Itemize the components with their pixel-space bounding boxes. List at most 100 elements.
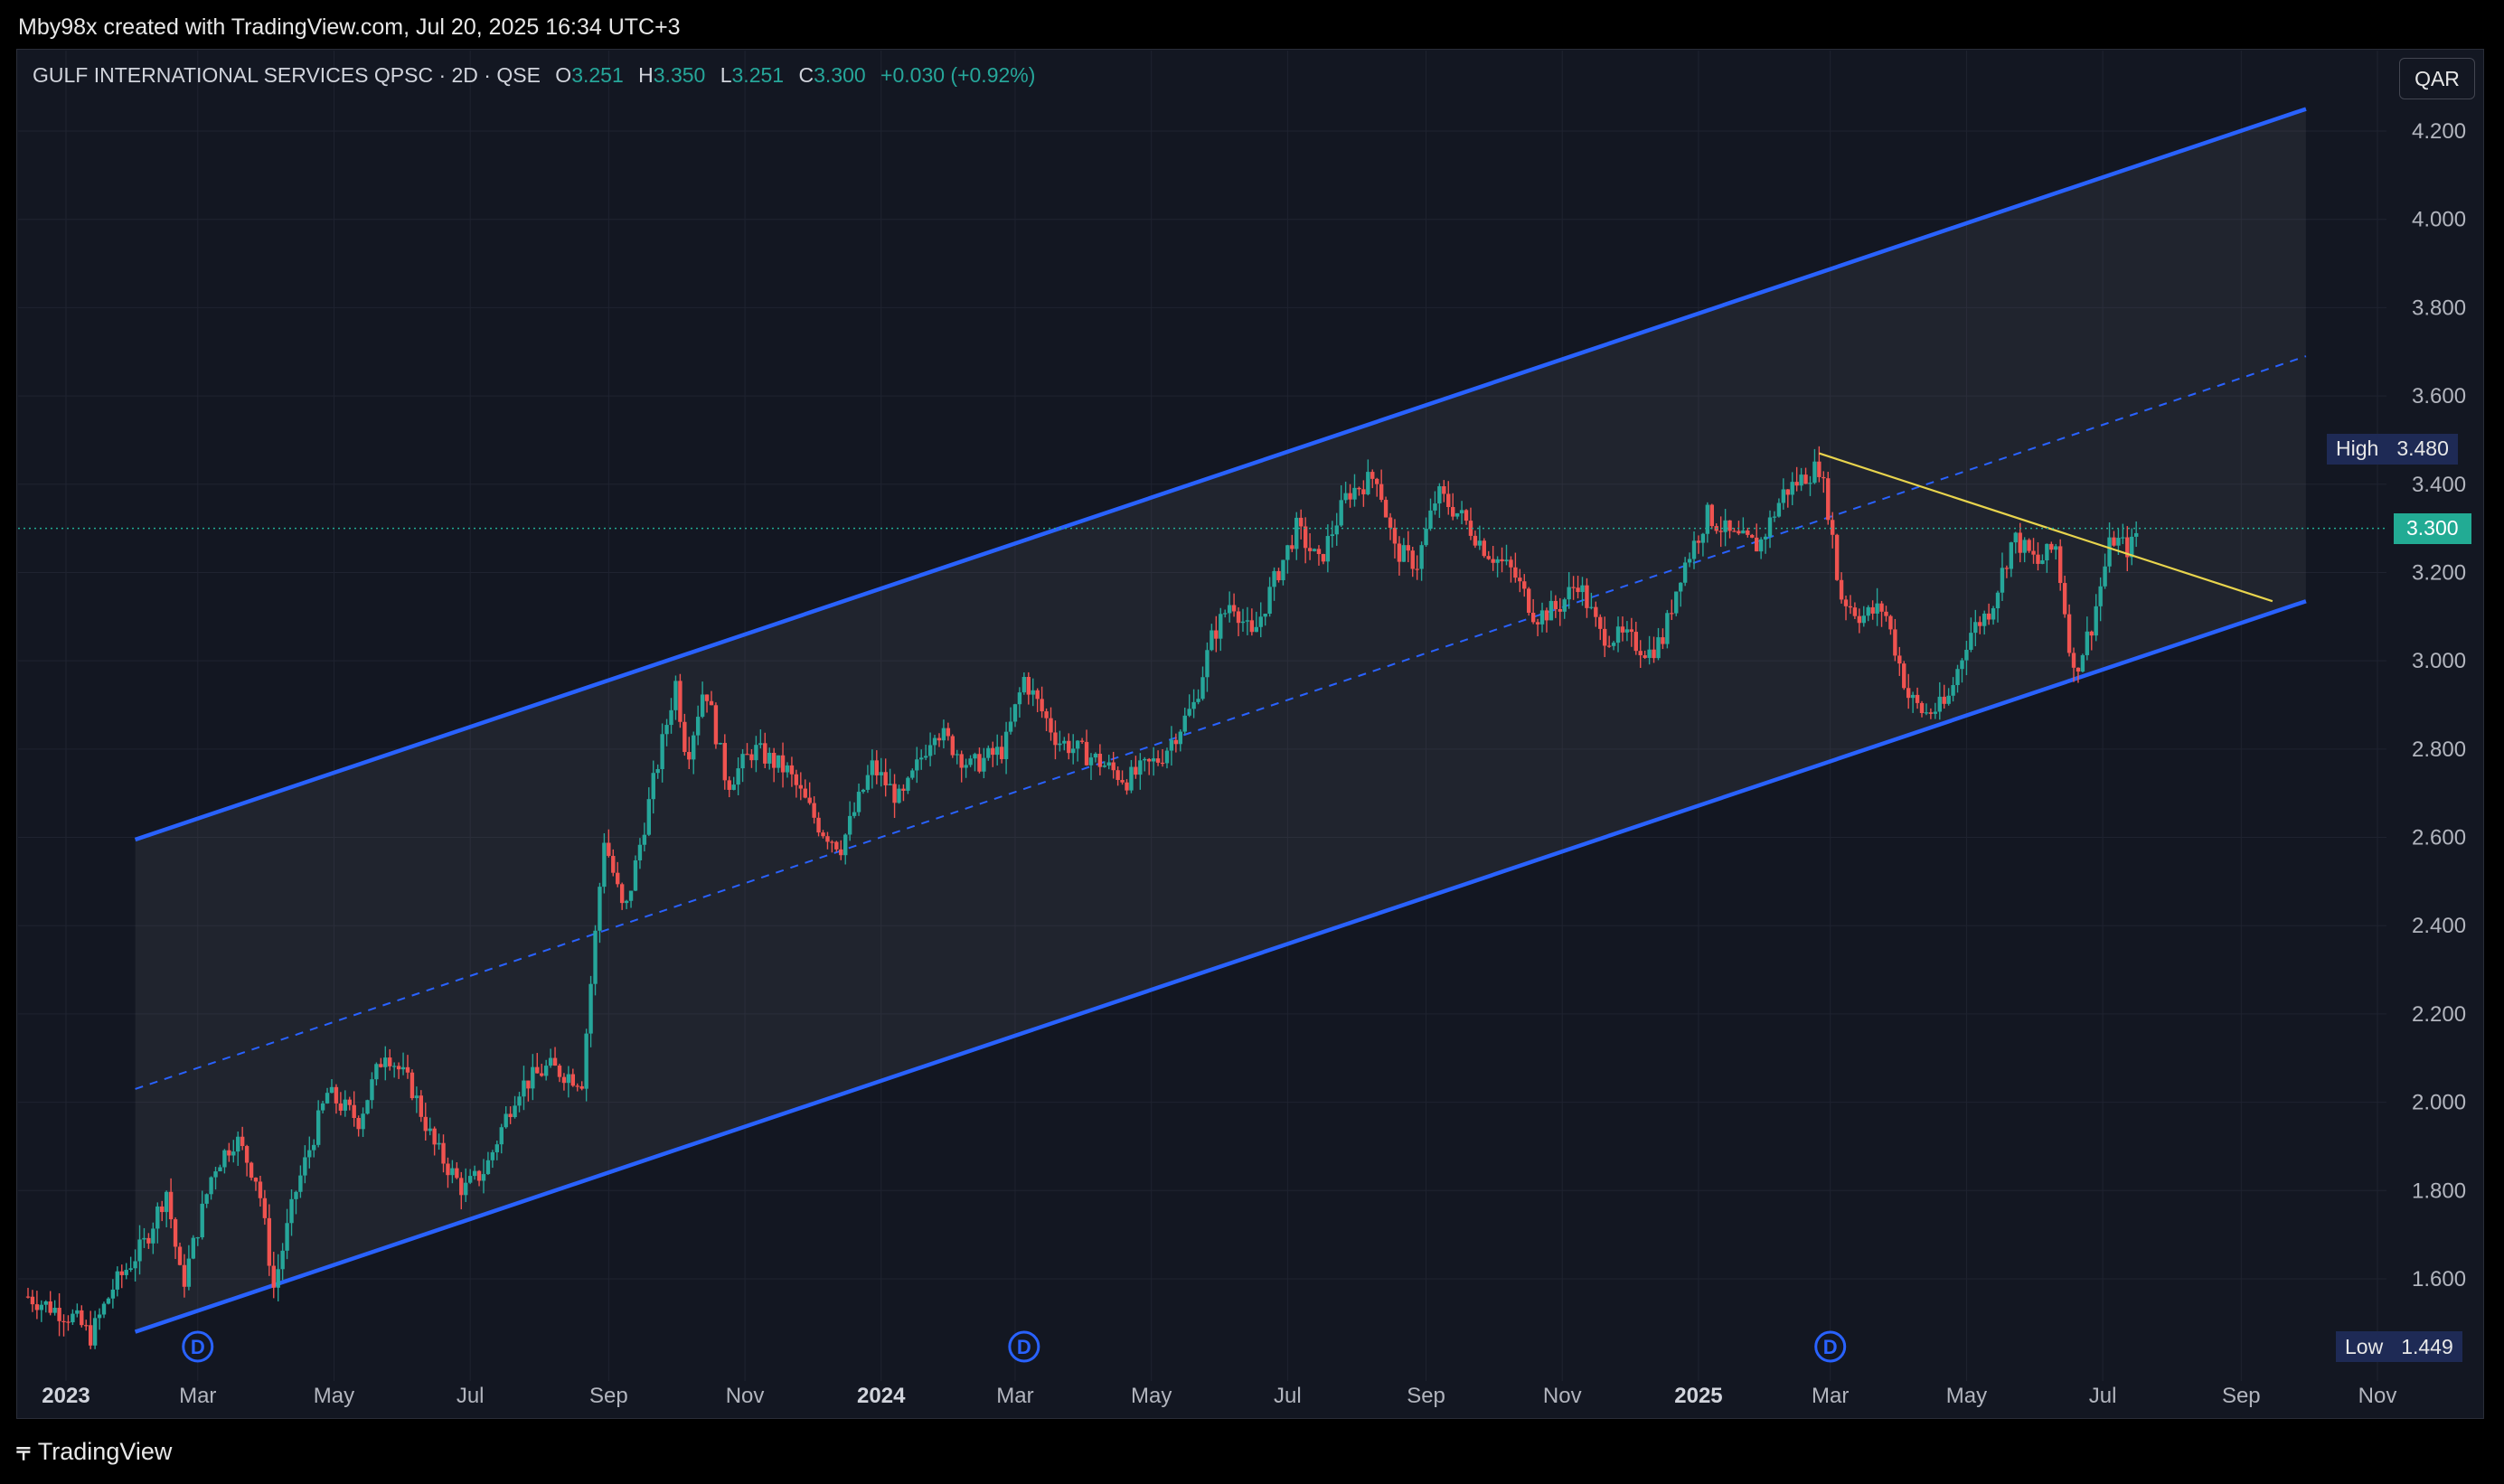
candle-body: [459, 1178, 464, 1196]
candle-body: [535, 1066, 540, 1074]
candle-down: [540, 1064, 544, 1077]
candle-body: [365, 1100, 370, 1114]
candle-body: [1776, 502, 1782, 517]
candle-up: [1187, 694, 1191, 718]
candle-up: [1339, 484, 1343, 527]
candle-body: [1897, 655, 1902, 664]
candle-down: [807, 782, 812, 805]
candle-down: [1513, 552, 1518, 583]
candle-up: [1129, 759, 1134, 794]
candle-body: [1182, 715, 1187, 732]
candle-body: [874, 760, 880, 775]
candle-down: [160, 1200, 165, 1222]
candle-body: [771, 752, 777, 768]
candle-body: [664, 725, 669, 735]
candle-body: [637, 844, 643, 860]
candle-up: [400, 1052, 406, 1075]
candle-body: [1933, 711, 1938, 714]
candle-up: [1267, 577, 1272, 617]
candle-body: [1598, 616, 1603, 629]
candle-body: [1021, 676, 1027, 693]
candle-up: [2054, 543, 2058, 560]
candle-body: [1549, 600, 1554, 621]
candle-down: [798, 772, 804, 801]
high-price-badge: High 3.480: [2327, 433, 2458, 465]
symbol-title[interactable]: GULF INTERNATIONAL SERVICES QPSC · 2D · …: [33, 63, 541, 87]
candle-up: [986, 745, 991, 761]
low-badge-value: 1.449: [2392, 1331, 2462, 1362]
candle-up: [2133, 521, 2139, 548]
candle-body: [2013, 532, 2018, 543]
candle-body: [1106, 762, 1111, 766]
candle-down: [1830, 512, 1835, 549]
candle-body: [780, 755, 786, 773]
candle-down: [709, 690, 714, 706]
candle-down: [262, 1189, 268, 1226]
candle-down: [1598, 614, 1603, 641]
candle-up: [1106, 755, 1111, 770]
candle-up: [1272, 567, 1276, 601]
candle-up: [1875, 587, 1879, 626]
candle-body: [977, 754, 982, 772]
price-tick-label: 1.600: [2412, 1267, 2466, 1291]
candle-body: [92, 1318, 98, 1346]
candle-down: [1558, 597, 1562, 626]
candle-up: [1705, 502, 1710, 543]
candle-body: [1643, 655, 1647, 658]
candle-body: [789, 765, 795, 775]
candle-body: [155, 1206, 160, 1229]
candle-body: [798, 784, 804, 789]
tradingview-logo[interactable]: ⫧ TradingView: [16, 1437, 172, 1467]
currency-button[interactable]: QAR: [2399, 58, 2475, 99]
candle-body: [839, 849, 843, 856]
candle-down: [883, 758, 888, 797]
candle-down: [258, 1175, 263, 1207]
candle-down: [1321, 553, 1326, 565]
candle-body: [409, 1072, 415, 1099]
candle-body: [48, 1301, 52, 1313]
candle-body: [414, 1095, 419, 1099]
candle-body: [540, 1073, 544, 1076]
candle-up: [1758, 537, 1764, 559]
candle-down: [1173, 733, 1179, 753]
candle-up: [75, 1303, 80, 1318]
candle-up: [1955, 664, 1960, 693]
candle-up: [651, 760, 655, 814]
candle-up: [289, 1188, 294, 1236]
candle-down: [1379, 469, 1384, 502]
candle-body: [338, 1103, 344, 1111]
candle-down: [1633, 621, 1638, 655]
candle-body: [1079, 740, 1085, 742]
candle-up: [43, 1300, 48, 1313]
candle-body: [937, 737, 942, 741]
candle-down: [1468, 507, 1473, 540]
candle-body: [1946, 695, 1951, 704]
candle-down: [1120, 770, 1125, 785]
candle-up: [191, 1235, 196, 1260]
candle-body: [1530, 613, 1536, 623]
candle-body: [2045, 543, 2049, 561]
candle-body: [1964, 650, 1969, 661]
candle-body: [334, 1086, 339, 1104]
candle-body: [455, 1168, 459, 1179]
candle-body: [236, 1136, 240, 1152]
candle-up: [1459, 501, 1464, 525]
candle-up: [106, 1297, 111, 1305]
candle-body: [88, 1325, 93, 1346]
candle-up: [276, 1254, 280, 1301]
candle-down: [1606, 635, 1612, 648]
candle-down: [1602, 616, 1607, 658]
candle-down: [1629, 617, 1634, 647]
candle-body: [490, 1151, 495, 1160]
candle-body: [1343, 493, 1348, 501]
candle-body: [861, 789, 866, 793]
candle-body: [1366, 472, 1370, 494]
candle-up: [566, 1066, 571, 1098]
candle-down: [1696, 535, 1701, 554]
candle-body: [879, 772, 883, 775]
candle-up: [906, 775, 910, 794]
candle-body: [298, 1175, 303, 1192]
candle-body: [66, 1321, 71, 1323]
low-badge-label: Low: [2336, 1331, 2393, 1362]
